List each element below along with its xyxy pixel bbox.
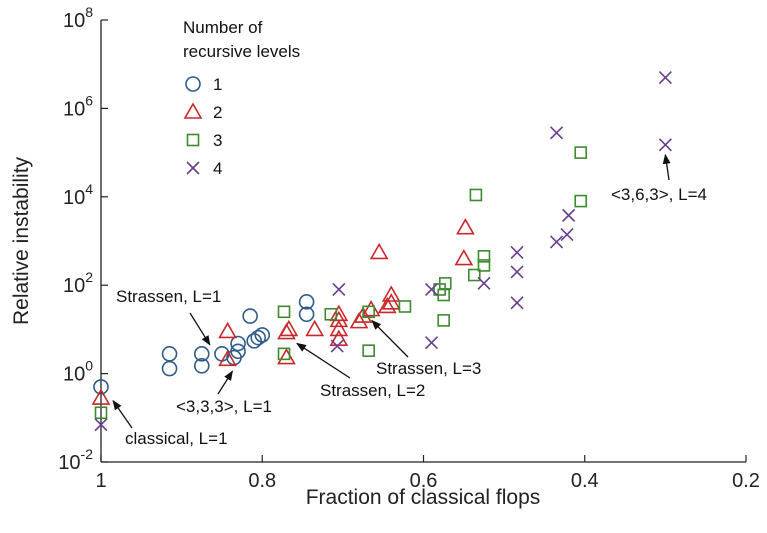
data-point-level-4 [510,245,524,260]
annotation-label: <3,6,3>, L=4 [611,185,707,204]
data-point-level-3 [324,307,338,321]
annotation-arrow [296,342,351,379]
annotation-label: <3,3,3>, L=1 [176,397,272,416]
x-tick-label: 0.2 [732,470,760,492]
x-tick-label: 0.6 [410,470,438,492]
data-point-level-3 [477,259,491,272]
data-point-level-4 [332,282,346,297]
data-point-level-2 [218,321,237,339]
data-point-level-4 [424,336,439,350]
x-ticks: 1 0.8 0.6 0.4 0.2 [95,455,760,492]
annotation-label: Strassen, L=1 [116,287,221,306]
data-point-level-3 [277,347,291,361]
legend-marker-2 [183,102,203,119]
data-point-level-2 [279,319,299,337]
data-point-level-2 [361,300,381,317]
legend-entry-label: 4 [213,159,222,178]
legend-entry-label: 3 [213,131,222,150]
x-tick-label: 1 [95,470,106,492]
legend-title: Number of [183,18,263,37]
data-points [91,70,672,432]
x-axis-label: Fraction of classical flops [306,486,541,509]
data-point-level-1 [242,308,258,324]
annotation-arrow [217,370,233,395]
data-point-level-1 [93,379,109,395]
y-tick-label: 10-2 [58,446,93,474]
legend-title: recursive levels [183,42,300,61]
y-tick-label: 108 [63,4,93,32]
y-axis-label: Relative instability [10,156,33,325]
data-point-level-1 [161,346,178,362]
data-point-level-1 [161,360,178,377]
annotation-arrow [662,153,671,181]
data-point-level-1 [230,335,246,352]
data-point-level-2 [329,319,349,337]
legend: Number of recursive levels 1 2 3 4 [183,18,300,178]
annotation-arrow [189,312,211,346]
annotations: Strassen, L=1 <3,3,3>, L=1 classical, L=1 S… [112,153,707,448]
annotation-label: Strassen, L=3 [376,359,481,378]
data-point-level-3 [467,268,481,282]
data-point-level-4 [560,227,574,242]
data-point-level-4 [510,265,524,279]
data-point-level-3 [362,344,375,357]
legend-entry-label: 1 [213,75,222,94]
legend-marker-3 [186,133,200,147]
data-point-level-3 [362,305,375,319]
data-point-level-2 [91,388,111,405]
annotation-arrow [371,319,409,358]
data-point-level-4 [510,296,524,310]
data-point-level-1 [246,333,262,349]
data-point-level-2 [454,248,474,266]
annotation-label: classical, L=1 [125,429,228,448]
data-point-level-2 [218,349,237,367]
data-point-level-1 [230,343,246,360]
data-point-level-3 [277,305,291,319]
y-tick-label: 102 [63,269,93,297]
data-point-level-1 [254,327,271,343]
data-point-level-3 [477,250,491,263]
data-point-level-4 [424,282,439,297]
data-point-level-4 [477,276,491,290]
data-point-level-3 [469,188,483,202]
data-point-level-2 [377,296,397,314]
data-point-level-4 [658,70,672,85]
data-point-level-2 [277,347,296,365]
data-point-level-1 [298,306,315,323]
data-point-level-4 [330,339,344,353]
data-point-level-1 [193,358,210,374]
data-point-level-3 [574,194,588,208]
data-point-level-4 [562,208,576,222]
data-point-level-3 [398,300,412,313]
data-point-level-2 [456,218,475,235]
data-point-level-1 [250,329,267,346]
annotation-arrow [112,399,133,429]
data-point-level-3 [94,406,108,420]
data-point-level-3 [438,277,452,290]
data-point-level-4 [94,418,108,432]
y-tick-label: 104 [63,181,93,209]
annotation-label: Strassen, L=2 [320,381,425,400]
data-point-level-2 [369,242,389,260]
data-point-level-1 [193,346,210,362]
legend-marker-4 [186,161,200,175]
x-tick-label: 0.8 [248,470,276,492]
legend-entry-label: 2 [213,103,222,122]
data-point-level-2 [329,304,349,322]
legend-marker-1 [185,76,201,92]
data-point-level-3 [574,146,588,159]
data-point-level-4 [658,138,672,152]
y-tick-label: 106 [63,92,93,120]
data-point-level-4 [549,126,564,140]
y-ticks: 10-2 100 102 104 106 108 [58,4,108,474]
data-point-level-2 [381,285,401,302]
data-point-level-3 [437,314,450,327]
data-point-level-1 [298,294,315,310]
x-tick-label: 0.4 [571,470,599,492]
y-tick-label: 100 [63,358,93,386]
data-point-level-2 [305,319,325,337]
data-point-level-4 [549,235,564,249]
